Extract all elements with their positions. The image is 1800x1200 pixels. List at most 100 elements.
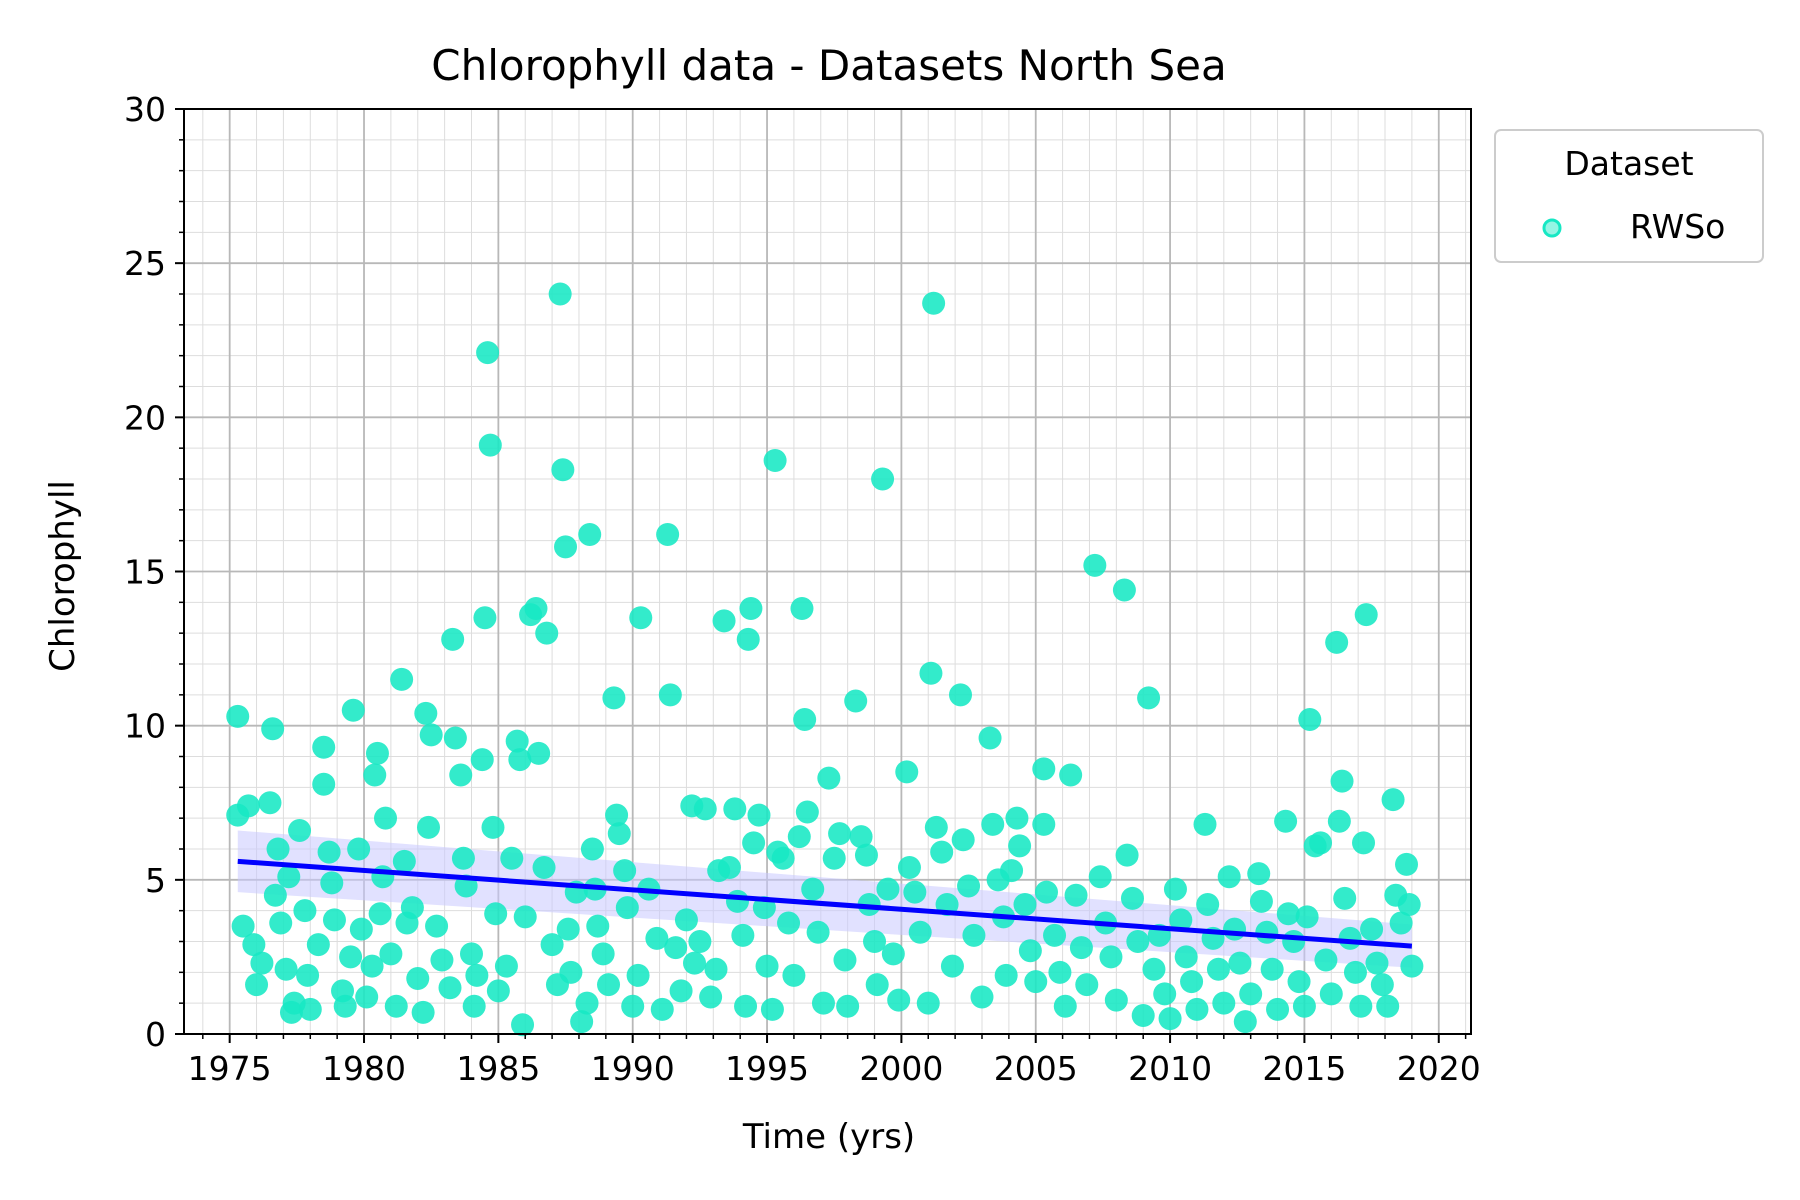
data-point — [1115, 843, 1139, 867]
legend: Dataset RWSo — [1494, 129, 1764, 263]
data-point — [269, 911, 293, 935]
data-point — [1274, 809, 1298, 833]
data-point — [591, 942, 615, 966]
data-point — [1137, 686, 1161, 710]
x-tick-label: 2020 — [1397, 1049, 1481, 1088]
data-point — [664, 936, 688, 960]
trend-line — [237, 858, 1413, 949]
data-point — [793, 708, 817, 731]
data-point — [725, 889, 749, 913]
data-point — [1196, 893, 1220, 916]
data-point — [293, 899, 317, 923]
data-point — [1400, 954, 1424, 978]
y-tick-label: 25 — [124, 244, 166, 283]
data-point — [607, 822, 631, 846]
data-point — [922, 291, 946, 315]
data-point — [1153, 982, 1177, 1006]
data-point — [669, 979, 693, 1003]
data-point — [1314, 948, 1338, 972]
data-point — [688, 930, 712, 953]
data-point — [626, 963, 650, 987]
data-point — [374, 806, 398, 830]
data-point — [1174, 945, 1198, 969]
data-point — [1018, 939, 1042, 963]
data-point — [570, 1010, 594, 1034]
data-point — [524, 597, 548, 620]
data-point — [962, 923, 986, 947]
data-point — [849, 825, 873, 849]
data-point — [1217, 865, 1241, 889]
data-point — [349, 917, 373, 941]
data-point — [957, 874, 981, 898]
data-point — [865, 973, 889, 997]
data-point — [1142, 957, 1166, 981]
data-point — [1249, 889, 1273, 913]
data-points — [226, 282, 1424, 1037]
data-point — [486, 979, 510, 1003]
data-point — [1333, 886, 1357, 910]
data-point — [371, 865, 395, 889]
data-point — [1169, 908, 1193, 932]
data-point — [903, 880, 927, 904]
x-tick-label: 1980 — [322, 1049, 406, 1088]
data-point — [1013, 893, 1037, 916]
data-point — [540, 933, 564, 957]
y-tick-label: 30 — [124, 90, 166, 129]
data-point — [811, 991, 835, 1015]
data-point — [712, 609, 736, 633]
data-point — [532, 856, 556, 879]
y-axis-ticks: 0 5 10 15 20 25 30 — [124, 90, 184, 1054]
data-point — [266, 837, 290, 861]
data-point — [978, 726, 1002, 750]
data-point — [277, 865, 301, 889]
data-point — [470, 748, 494, 772]
data-point — [948, 683, 972, 707]
data-point — [844, 689, 868, 713]
data-point — [494, 954, 518, 978]
y-tick-label: 15 — [124, 553, 166, 592]
data-point — [1048, 960, 1072, 984]
data-point — [605, 803, 629, 827]
data-point — [656, 523, 680, 546]
data-point — [478, 433, 502, 457]
trend-confidence-band — [237, 830, 1412, 968]
data-point — [1319, 982, 1343, 1006]
data-point — [1327, 809, 1351, 833]
data-point — [274, 957, 298, 981]
data-point — [535, 621, 559, 645]
data-point — [1330, 769, 1354, 793]
y-tick-label: 0 — [145, 1015, 166, 1054]
data-point — [881, 942, 905, 966]
data-point — [876, 877, 900, 901]
data-point — [417, 815, 441, 839]
data-point — [1228, 951, 1252, 975]
data-point — [473, 606, 497, 630]
data-point — [747, 803, 771, 827]
data-point — [597, 973, 621, 997]
data-point — [365, 741, 389, 765]
data-point — [1034, 880, 1058, 904]
data-point — [341, 698, 365, 722]
data-point — [500, 846, 524, 870]
data-point — [1083, 553, 1107, 577]
data-point — [704, 957, 728, 981]
data-point — [250, 951, 274, 975]
data-point — [731, 923, 755, 947]
y-tick-label: 20 — [124, 398, 166, 437]
data-point — [1370, 973, 1394, 997]
data-point — [1376, 994, 1400, 1018]
data-point — [1287, 970, 1311, 994]
data-point — [462, 994, 486, 1018]
data-point — [1397, 893, 1421, 916]
data-point — [1206, 957, 1230, 981]
data-point — [897, 856, 921, 879]
x-tick-label: 2010 — [1128, 1049, 1212, 1088]
data-point — [854, 843, 878, 867]
data-point — [1276, 902, 1300, 926]
data-point — [1212, 991, 1236, 1015]
data-point — [1185, 997, 1209, 1021]
data-point — [887, 988, 911, 1012]
data-point — [717, 856, 741, 879]
data-point — [1024, 970, 1048, 994]
